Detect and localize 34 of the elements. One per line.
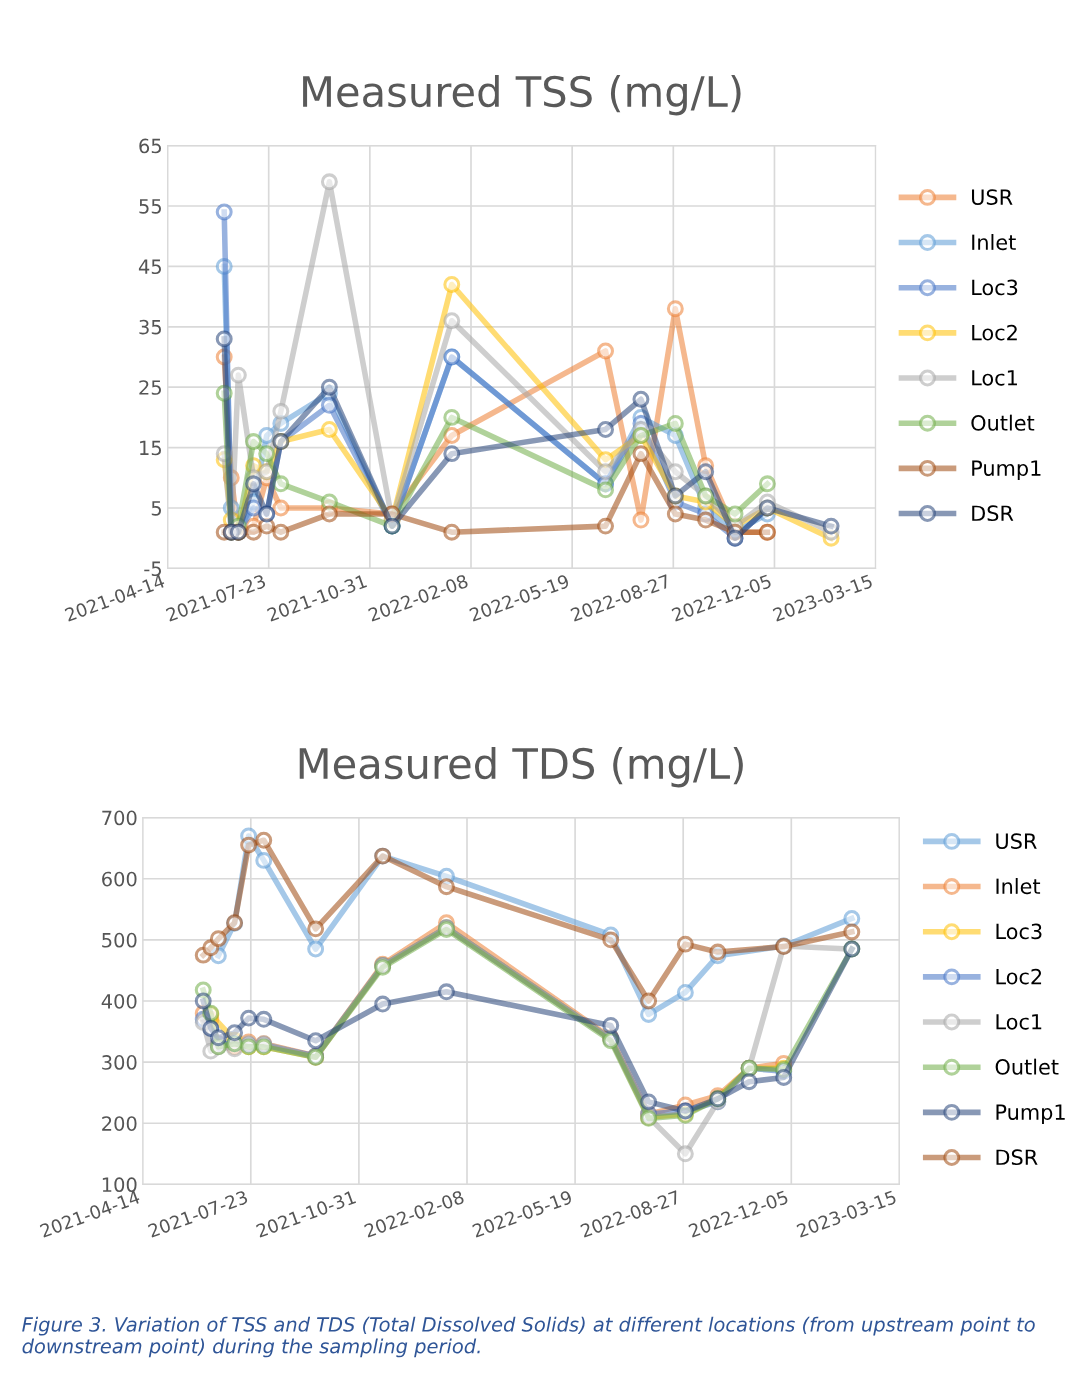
legend-label: Loc1: [972, 370, 1017, 386]
y-tick-label: 600: [102, 871, 137, 887]
legend-label: Loc2: [972, 324, 1017, 341]
legend-label: DSR: [972, 505, 1014, 522]
y-tick-label: 100: [102, 1177, 137, 1193]
legend-label: Loc1: [996, 1014, 1042, 1030]
y-tick-label: 700: [102, 810, 137, 826]
legend-label: Pump1: [996, 1104, 1065, 1124]
legend-label: Loc2: [996, 968, 1042, 985]
legend-label: Pump1: [972, 460, 1041, 480]
y-tick-label: 45: [138, 259, 161, 275]
y-tick-label: 500: [102, 932, 137, 948]
legend-label: USR: [996, 833, 1037, 849]
y-tick-label: 5: [151, 501, 161, 516]
y-tick-label: 65: [139, 138, 161, 154]
legend-label: Outlet: [971, 414, 1035, 431]
chart-title: Measured TDS (mg/L): [299, 747, 743, 788]
y-tick-label: 25: [139, 380, 161, 395]
y-tick-label: -5: [144, 561, 161, 577]
legend-label: Loc3: [972, 279, 1018, 296]
y-tick-label: 400: [101, 993, 137, 1009]
caption: Figure 3. Variation of TSS and TDS (Total Dissolved Solids) at different locations (from upstream point to downstream point) during the sampling period.: [22, 1316, 1035, 1358]
y-tick-label: 200: [102, 1116, 137, 1131]
y-tick-label: 55: [139, 199, 161, 214]
y-tick-label: 300: [102, 1055, 137, 1070]
y-tick-label: 35: [139, 319, 161, 335]
y-tick-label: 15: [140, 440, 161, 456]
chart-title: Measured TSS (mg/L): [303, 75, 741, 116]
legend-label: Inlet: [972, 234, 1016, 251]
legend-label: USR: [972, 189, 1013, 205]
legend-label: DSR: [996, 1149, 1038, 1166]
legend-label: Inlet: [996, 878, 1041, 895]
legend-label: Outlet: [995, 1058, 1059, 1075]
legend-label: Loc3: [996, 923, 1042, 940]
